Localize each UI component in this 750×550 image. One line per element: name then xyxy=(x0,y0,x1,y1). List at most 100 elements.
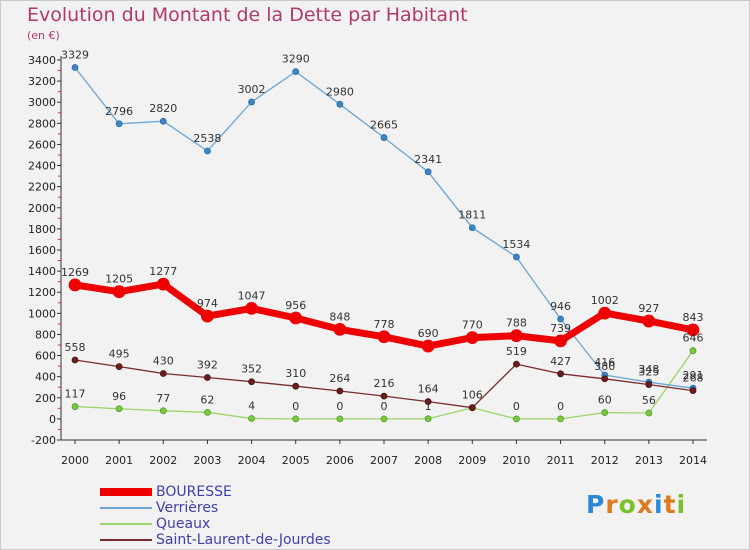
data-label: 164 xyxy=(418,383,439,396)
legend-swatch xyxy=(100,488,152,496)
data-label: 348 xyxy=(638,363,659,376)
data-point xyxy=(204,374,211,381)
data-label: 430 xyxy=(153,355,174,368)
data-point xyxy=(380,134,388,141)
y-tick-label: 1800 xyxy=(28,223,56,236)
x-tick-label: 2010 xyxy=(502,454,530,467)
data-point xyxy=(159,407,167,415)
data-point xyxy=(601,375,609,383)
x-tick-label: 2013 xyxy=(635,454,663,467)
data-label: 1534 xyxy=(502,238,530,251)
data-point xyxy=(336,100,344,108)
data-label: 646 xyxy=(683,332,704,345)
logo-letter: i xyxy=(676,490,687,519)
data-point xyxy=(204,147,211,155)
data-point xyxy=(513,360,520,368)
data-point xyxy=(292,382,300,390)
data-point xyxy=(642,314,656,328)
data-point xyxy=(380,392,388,400)
data-label: 1 xyxy=(425,400,432,413)
legend-swatch xyxy=(100,523,152,525)
legend-label: Queaux xyxy=(156,516,211,532)
data-label: 2820 xyxy=(149,102,177,115)
data-point xyxy=(513,415,520,423)
data-label: 974 xyxy=(197,297,218,310)
data-label: 0 xyxy=(557,400,564,413)
data-point xyxy=(292,415,300,423)
logo-letter: x xyxy=(636,490,654,519)
x-tick-label: 2004 xyxy=(238,454,266,467)
data-label: 1277 xyxy=(149,265,177,278)
data-label: 416 xyxy=(594,356,615,369)
data-label: 2665 xyxy=(370,119,398,132)
data-label: 380 xyxy=(594,360,615,373)
data-point xyxy=(645,409,653,417)
data-label: 2341 xyxy=(414,153,442,166)
logo-letter: o xyxy=(618,490,637,519)
data-label: 60 xyxy=(598,394,612,407)
data-label: 2796 xyxy=(105,105,133,118)
y-tick-label: 3000 xyxy=(28,96,56,109)
data-point xyxy=(689,387,697,395)
data-point xyxy=(557,315,564,323)
y-tick-label: 0 xyxy=(49,413,56,426)
x-tick-label: 2001 xyxy=(105,454,133,467)
legend-label: Verrières xyxy=(156,500,219,516)
data-label: 392 xyxy=(197,359,218,372)
y-tick-label: -200 xyxy=(31,434,56,447)
data-label: 788 xyxy=(506,317,527,330)
data-label: 1047 xyxy=(238,289,266,302)
y-tick-label: 2600 xyxy=(28,138,56,151)
data-point xyxy=(159,370,167,377)
x-tick-label: 2003 xyxy=(193,454,221,467)
x-tick-label: 2006 xyxy=(326,454,354,467)
data-label: 264 xyxy=(329,372,350,385)
data-point xyxy=(380,415,388,423)
data-label: 352 xyxy=(241,363,262,376)
data-point xyxy=(468,224,476,232)
data-label: 0 xyxy=(336,400,343,413)
y-tick-label: 200 xyxy=(35,392,56,405)
y-tick-label: 1400 xyxy=(28,265,56,278)
data-label: 427 xyxy=(550,355,571,368)
data-point xyxy=(557,370,564,378)
data-label: 325 xyxy=(638,366,659,379)
data-label: 690 xyxy=(418,327,439,340)
x-tick-label: 2011 xyxy=(547,454,575,467)
data-point xyxy=(645,381,653,388)
data-point xyxy=(292,68,300,76)
data-label: 77 xyxy=(156,392,170,405)
data-point xyxy=(424,398,432,405)
data-point xyxy=(159,117,167,125)
chart-subtitle: (en €) xyxy=(27,29,60,42)
y-tick-label: 1200 xyxy=(28,286,56,299)
data-label: 0 xyxy=(381,400,388,413)
y-tick-label: 2200 xyxy=(28,181,56,194)
data-label: 3002 xyxy=(238,83,266,96)
y-tick-label: 400 xyxy=(35,371,56,384)
data-label: 4 xyxy=(248,399,255,412)
data-point xyxy=(115,120,123,128)
data-point xyxy=(465,331,479,345)
data-point xyxy=(71,403,79,410)
y-tick-label: 3200 xyxy=(28,75,56,88)
data-label: 558 xyxy=(65,341,86,354)
y-tick-label: 2400 xyxy=(28,160,56,173)
data-label: 106 xyxy=(462,389,483,402)
data-point xyxy=(204,408,211,416)
data-point xyxy=(557,415,564,423)
data-label: 62 xyxy=(200,393,214,406)
chart-title: Evolution du Montant de la Dette par Hab… xyxy=(27,4,468,26)
logo-letter: P xyxy=(586,490,606,519)
x-tick-label: 2007 xyxy=(370,454,398,467)
data-label: 3290 xyxy=(282,53,310,66)
y-tick-label: 800 xyxy=(35,328,56,341)
x-tick-label: 2014 xyxy=(679,454,707,467)
data-label: 216 xyxy=(374,377,395,390)
data-point xyxy=(601,409,609,416)
x-tick-label: 2002 xyxy=(149,454,177,467)
data-point xyxy=(377,330,391,344)
data-point xyxy=(689,347,697,355)
